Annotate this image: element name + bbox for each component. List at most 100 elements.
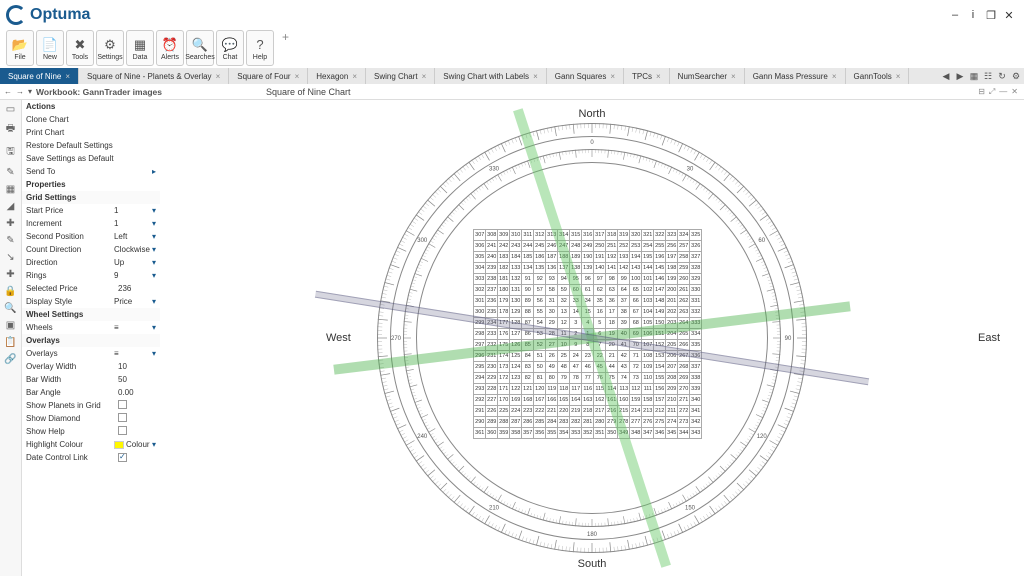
left-tool-0[interactable]: ▭ (6, 104, 15, 115)
tab-close-icon[interactable]: × (731, 72, 736, 81)
tab-swing-chart[interactable]: Swing Chart× (366, 68, 435, 84)
prop-increment[interactable]: Increment1▾ (22, 217, 160, 230)
prop-show-planets-in-grid[interactable]: Show Planets in Grid (22, 399, 160, 412)
tab-next-icon[interactable]: ▶ (954, 70, 966, 82)
tab-close-icon[interactable]: × (216, 72, 221, 81)
left-tool-13[interactable]: 📋 (4, 337, 16, 348)
action-send-to[interactable]: Send To▸ (22, 165, 160, 178)
tab-prev-icon[interactable]: ◀ (940, 70, 952, 82)
tab-square-of-four[interactable]: Square of Four× (229, 68, 308, 84)
action-clone-chart[interactable]: Clone Chart (22, 113, 160, 126)
prop-overlays[interactable]: Overlays≡▾ (22, 347, 160, 360)
action-print-chart[interactable]: Print Chart (22, 126, 160, 139)
prop-overlay-width[interactable]: Overlay Width10 (22, 360, 160, 373)
left-tool-1[interactable]: 🖶 (6, 121, 15, 138)
left-tool-3[interactable]: ✎ (6, 167, 14, 178)
left-tool-8[interactable]: ↘ (6, 252, 14, 263)
tab-grid-icon[interactable]: ▦ (968, 70, 980, 82)
chat-button[interactable]: 💬Chat (216, 30, 244, 66)
left-tool-5[interactable]: ◢ (7, 201, 15, 212)
prop-bar-angle[interactable]: Bar Angle0.00 (22, 386, 160, 399)
action-restore-default-settings[interactable]: Restore Default Settings (22, 139, 160, 152)
tab-close-icon[interactable]: × (295, 72, 300, 81)
nav-down-icon[interactable]: ▾ (28, 87, 32, 96)
checkbox[interactable] (118, 400, 127, 409)
chevron-down-icon[interactable]: ▾ (152, 245, 156, 254)
tab-gann-squares[interactable]: Gann Squares× (547, 68, 624, 84)
square-of-nine-wheel[interactable]: 0306090120150180210240270300330307308309… (377, 123, 807, 553)
prop-rings[interactable]: Rings9▾ (22, 269, 160, 282)
chevron-down-icon[interactable]: ▾ (152, 297, 156, 306)
nav-back-icon[interactable]: ← (4, 87, 12, 96)
tab-gann-mass-pressure[interactable]: Gann Mass Pressure× (745, 68, 846, 84)
chevron-down-icon[interactable]: ▾ (152, 206, 156, 215)
tab-tpcs[interactable]: TPCs× (624, 68, 670, 84)
close-button[interactable]: ✕ (1000, 9, 1018, 22)
data-button[interactable]: ▦Data (126, 30, 154, 66)
tab-swing-chart-with-labels[interactable]: Swing Chart with Labels× (435, 68, 547, 84)
tab-close-icon[interactable]: × (533, 72, 538, 81)
left-tool-6[interactable]: ✚ (6, 218, 14, 229)
help-button[interactable]: ?Help (246, 30, 274, 66)
left-tool-10[interactable]: 🔒 (4, 286, 16, 297)
prop-count-direction[interactable]: Count DirectionClockwise▾ (22, 243, 160, 256)
panel-close-icon[interactable]: ✕ (1011, 87, 1018, 97)
prop-direction[interactable]: DirectionUp▾ (22, 256, 160, 269)
chevron-down-icon[interactable]: ▾ (152, 440, 156, 449)
tab-hexagon[interactable]: Hexagon× (308, 68, 366, 84)
chevron-down-icon[interactable]: ▾ (152, 219, 156, 228)
checkbox[interactable] (118, 426, 127, 435)
alerts-button[interactable]: ⏰Alerts (156, 30, 184, 66)
checkbox[interactable] (118, 413, 127, 422)
prop-date-control-link[interactable]: Date Control Link (22, 451, 160, 464)
chevron-down-icon[interactable]: ▾ (152, 349, 156, 358)
prop-second-position[interactable]: Second PositionLeft▾ (22, 230, 160, 243)
left-tool-4[interactable]: ▦ (6, 184, 15, 195)
tab-close-icon[interactable]: × (352, 72, 357, 81)
panel-expand-icon[interactable]: ⤢ (989, 87, 995, 97)
tab-close-icon[interactable]: × (65, 72, 70, 81)
action-save-settings-as-default[interactable]: Save Settings as Default (22, 152, 160, 165)
settings-button[interactable]: ⚙Settings (96, 30, 124, 66)
prop-show-help[interactable]: Show Help (22, 425, 160, 438)
minimize-button[interactable]: ‒ (946, 9, 964, 21)
info-button[interactable]: i (964, 9, 982, 21)
panel-pin-icon[interactable]: ⊟ (978, 87, 985, 97)
left-tool-2[interactable]: 🖫 (6, 144, 15, 161)
tab-ganntools[interactable]: GannTools× (846, 68, 910, 84)
chevron-down-icon[interactable]: ▾ (152, 323, 156, 332)
prop-start-price[interactable]: Start Price1▾ (22, 204, 160, 217)
prop-display-style[interactable]: Display StylePrice▾ (22, 295, 160, 308)
tab-square-of-nine[interactable]: Square of Nine× (0, 68, 79, 84)
tab-numsearcher[interactable]: NumSearcher× (670, 68, 745, 84)
panel-min-icon[interactable]: — (999, 87, 1007, 97)
maximize-button[interactable]: ❐ (982, 9, 1000, 22)
tools-button[interactable]: ✖Tools (66, 30, 94, 66)
tab-square-of-nine-planets-overlay[interactable]: Square of Nine - Planets & Overlay× (79, 68, 229, 84)
left-tool-9[interactable]: ✚ (6, 269, 14, 280)
left-tool-14[interactable]: 🔗 (4, 354, 16, 365)
chevron-down-icon[interactable]: ▾ (152, 271, 156, 280)
left-tool-12[interactable]: ▣ (6, 320, 15, 331)
chevron-down-icon[interactable]: ▾ (152, 258, 156, 267)
new-button[interactable]: 📄New (36, 30, 64, 66)
nav-fwd-icon[interactable]: → (16, 87, 24, 96)
chevron-down-icon[interactable]: ▾ (152, 232, 156, 241)
prop-selected-price[interactable]: Selected Price236 (22, 282, 160, 295)
left-tool-7[interactable]: ✎ (6, 235, 14, 246)
tab-close-icon[interactable]: × (610, 72, 615, 81)
tab-refresh-icon[interactable]: ↻ (996, 70, 1008, 82)
prop-bar-width[interactable]: Bar Width50 (22, 373, 160, 386)
prop-wheels[interactable]: Wheels≡▾ (22, 321, 160, 334)
searches-button[interactable]: 🔍Searches (186, 30, 214, 66)
tab-close-icon[interactable]: × (422, 72, 427, 81)
tab-close-icon[interactable]: × (896, 72, 901, 81)
tab-close-icon[interactable]: × (656, 72, 661, 81)
prop-show-diamond[interactable]: Show Diamond (22, 412, 160, 425)
left-tool-11[interactable]: 🔍 (4, 303, 16, 314)
add-toolbar-button[interactable]: + (282, 30, 289, 44)
checkbox[interactable] (118, 453, 127, 462)
tab-settings-icon[interactable]: ⚙ (1010, 70, 1022, 82)
prop-highlight-colour[interactable]: Highlight ColourColour▾ (22, 438, 160, 451)
file-button[interactable]: 📂File (6, 30, 34, 66)
